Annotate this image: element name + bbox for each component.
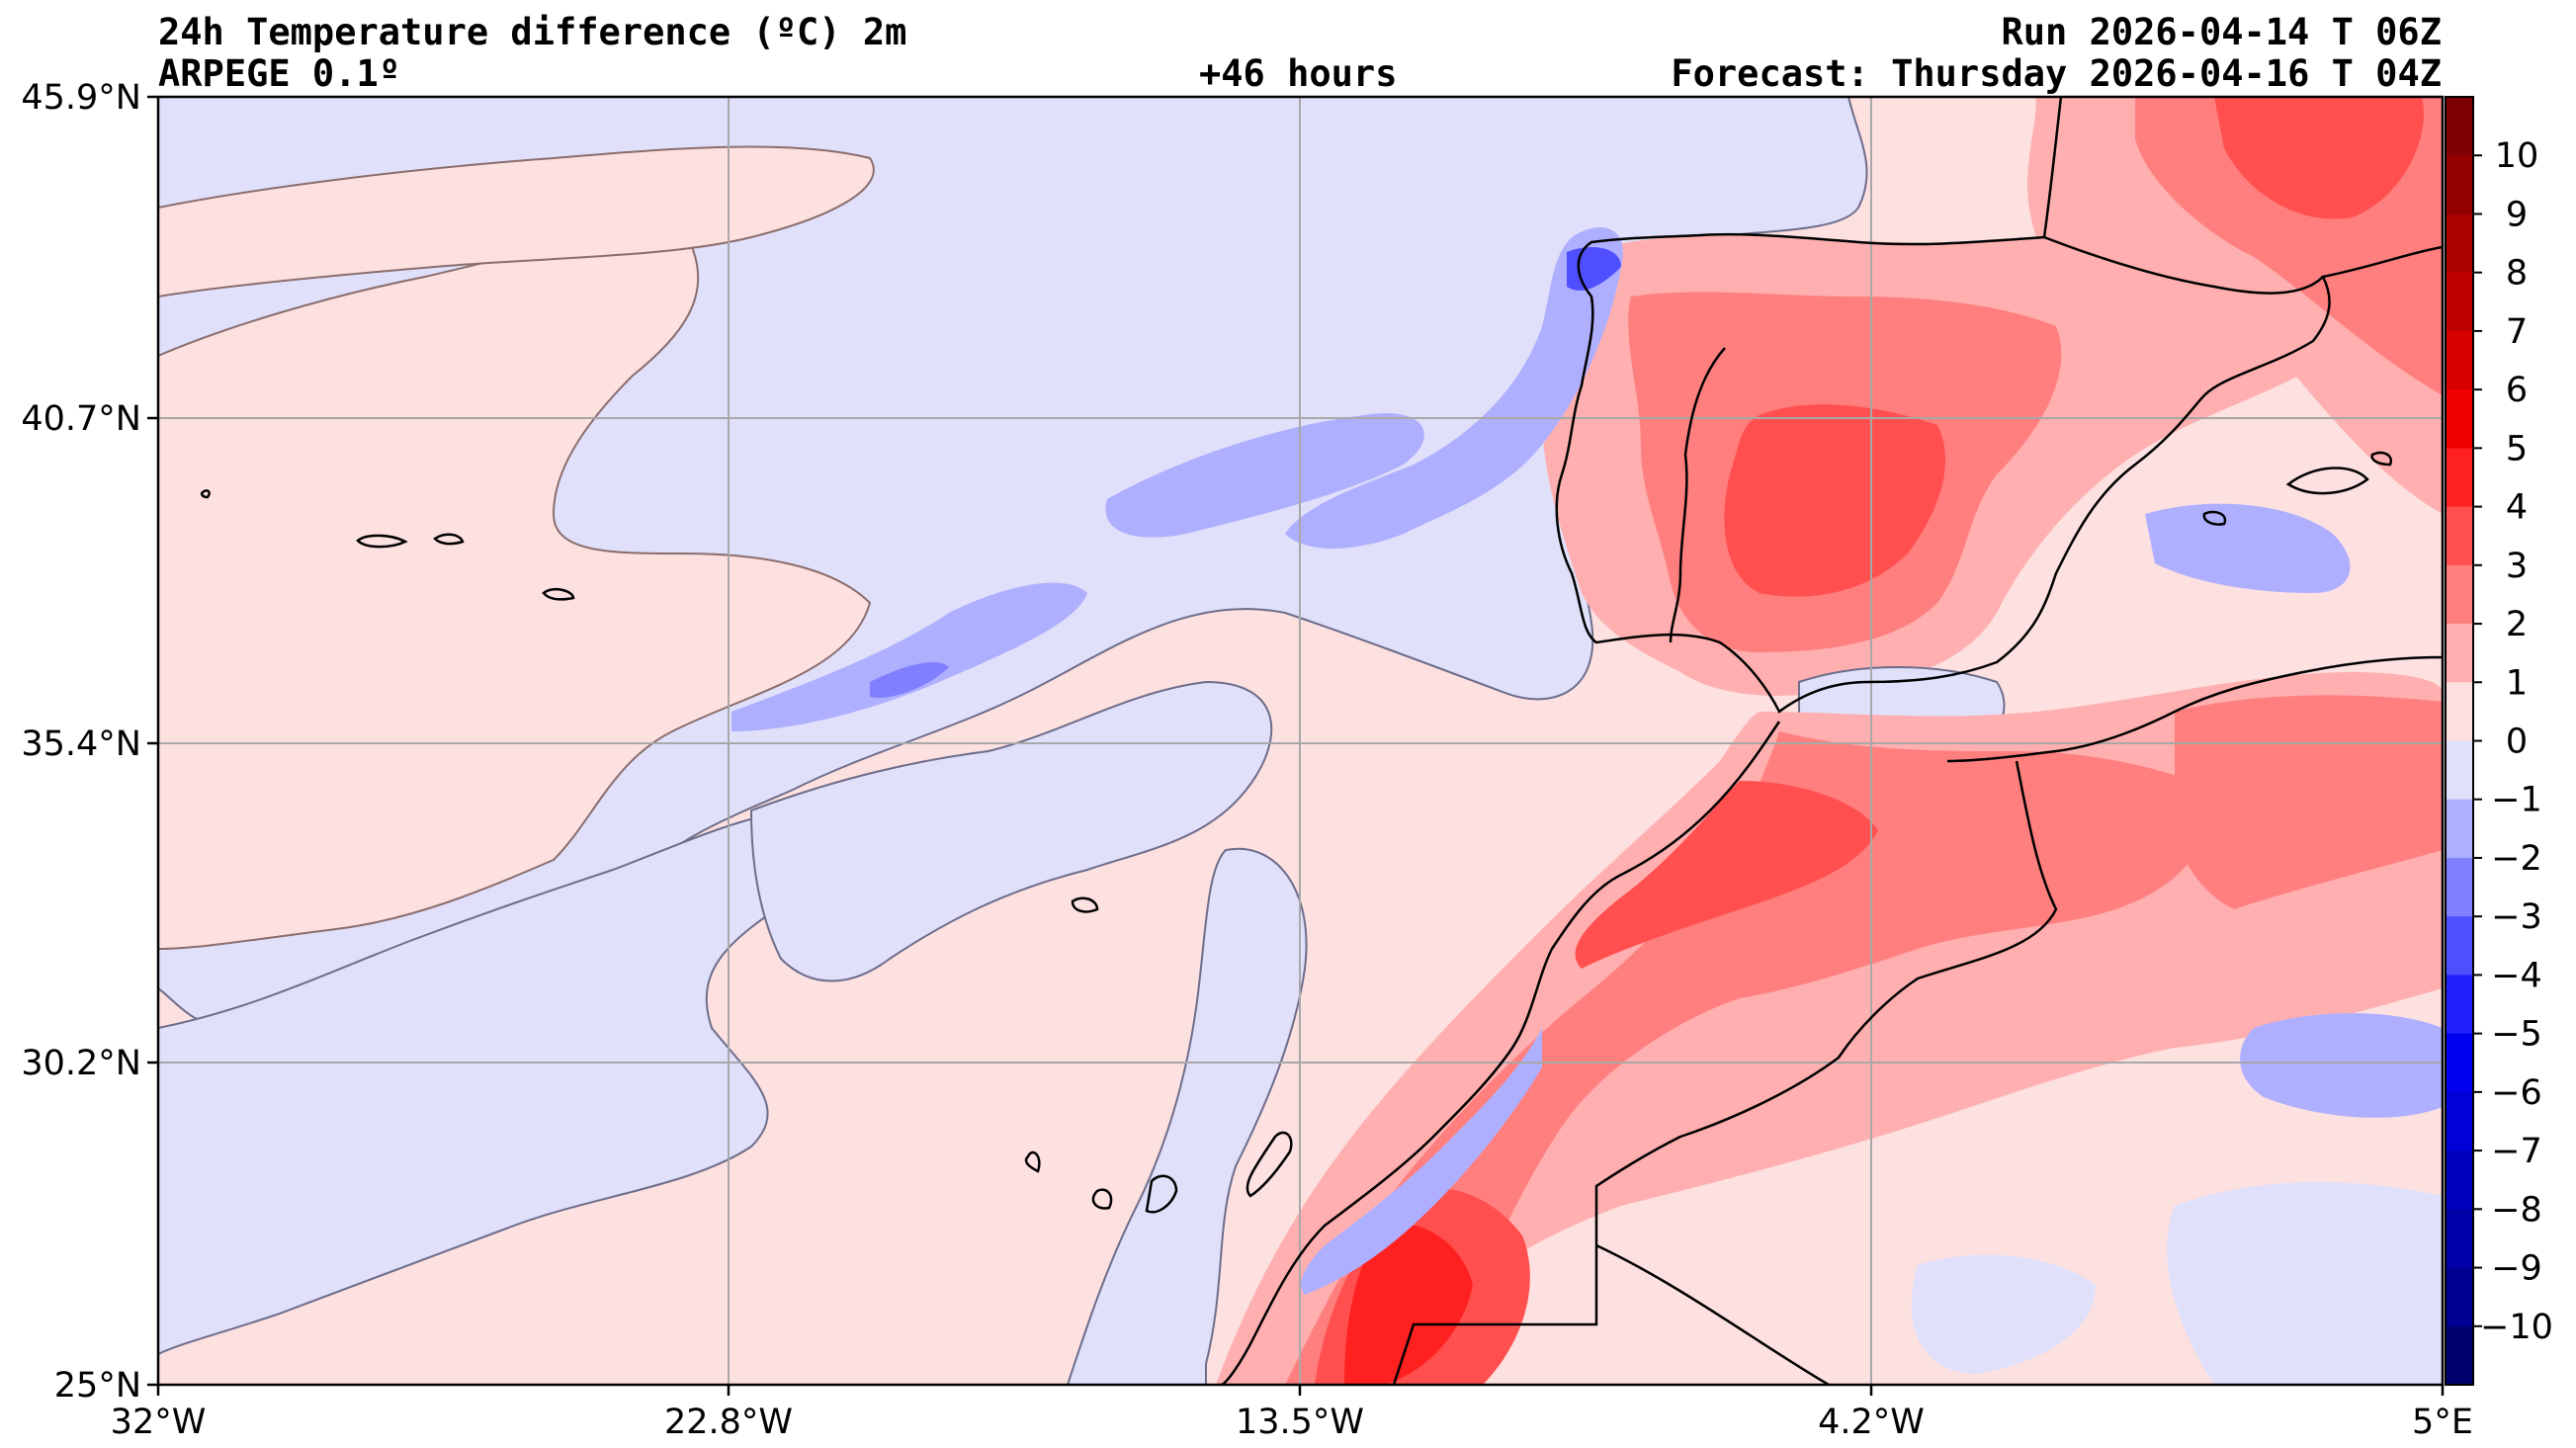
iberia-coast (1555, 97, 2443, 714)
colorbar-label: −9 (2491, 1249, 2542, 1289)
field-mediterranean-negative (2145, 503, 2351, 593)
lat-label: 30.2°N (21, 1044, 141, 1083)
colorbar (2445, 96, 2474, 1386)
run-label: Run 2026-04-14 T 06Z (2001, 11, 2442, 53)
balearic-islands (2202, 451, 2393, 526)
field-sahara-negative-2 (1911, 1254, 2096, 1374)
colorbar-segment (2446, 857, 2473, 917)
colorbar-label: 7 (2506, 312, 2528, 352)
france-spain-border (2043, 235, 2324, 295)
morocco-algeria-border (1392, 760, 2058, 1385)
colorbar-label: 9 (2506, 195, 2528, 234)
colorbar-segment (2446, 740, 2473, 801)
field-morocco-2-3 (1285, 731, 2214, 1385)
colorbar-label: 4 (2506, 488, 2528, 528)
portugal-spain-border (1669, 347, 1726, 643)
colorbar-segment (2446, 213, 2473, 274)
colorbar-segment (2446, 799, 2473, 859)
field-streak-2 (731, 582, 1087, 731)
colorbar-segment (2446, 1150, 2473, 1210)
field-algeria-2-3 (2175, 695, 2443, 909)
colorbar-segment (2446, 97, 2473, 156)
colorbar-label: −10 (2480, 1308, 2553, 1347)
colorbar-segment (2446, 1267, 2473, 1327)
field-sahara-negative-1 (2240, 1013, 2443, 1118)
colorbar-label: −8 (2491, 1190, 2542, 1230)
colorbar-segment (2446, 389, 2473, 449)
field-streak-3 (870, 662, 949, 698)
model-label: ARPEGE 0.1º (158, 52, 401, 95)
colorbar-segment (2446, 975, 2473, 1035)
colorbar-label: −3 (2491, 897, 2542, 937)
field-positive-upper (158, 145, 875, 298)
lon-label: 5°E (2412, 1403, 2473, 1442)
field-sahara-negative-3 (2167, 1182, 2443, 1385)
coastlines (201, 97, 2443, 1385)
colorbar-segment (2446, 448, 2473, 508)
colorbar-segment (2446, 1091, 2473, 1151)
colorbar-segment (2446, 564, 2473, 625)
field-coastal-cool (1301, 1028, 1542, 1295)
western-sahara-mauritania-border (1595, 1243, 1830, 1385)
field-negative-central-atlantic (749, 680, 1273, 982)
lon-label: 4.2°W (1818, 1403, 1925, 1442)
lon-label: 32°W (111, 1403, 207, 1442)
lat-label: 40.7°N (21, 399, 141, 439)
colorbar-segment (2446, 506, 2473, 566)
morocco-coast (1220, 721, 1781, 1385)
field-negative-south-atlantic (158, 809, 848, 1356)
colorbar-label: 0 (2506, 723, 2528, 762)
colorbar-label: −2 (2491, 839, 2542, 879)
lat-label: 45.9°N (21, 78, 141, 118)
field-morocco-south-4-5 (1344, 1224, 1473, 1385)
colorbar-segment (2446, 330, 2473, 390)
colorbar-segment (2446, 1325, 2473, 1386)
colorbar-label: −6 (2491, 1073, 2542, 1113)
colorbar-label: 6 (2506, 371, 2528, 410)
field-negative-east-atlantic (1066, 847, 1308, 1385)
colorbar-label: −7 (2491, 1132, 2542, 1171)
colorbar-segment (2446, 682, 2473, 741)
madeira (1071, 896, 1099, 913)
colorbar-label: 5 (2506, 429, 2528, 468)
axis-ticks (147, 95, 2445, 1396)
lon-label: 22.8°W (664, 1403, 793, 1442)
colorbar-segment (2446, 916, 2473, 976)
colorbar-label: 8 (2506, 254, 2528, 294)
field-france-3-4 (2214, 97, 2424, 219)
canary-islands (1024, 1131, 1293, 1214)
map-title: 24h Temperature difference (ºC) 2m (158, 11, 907, 53)
field-streak-1 (1105, 413, 1424, 538)
colorbar-label: 1 (2506, 663, 2528, 703)
colorbar-segment (2446, 272, 2473, 332)
azores (201, 489, 575, 601)
colorbar-segment (2446, 1209, 2473, 1269)
lat-label: 35.4°N (21, 724, 141, 764)
colorbar-label: −1 (2491, 781, 2542, 820)
lat-label: 25°N (54, 1366, 141, 1405)
colorbar-label: −5 (2491, 1015, 2542, 1055)
forecast-label: Forecast: Thursday 2026-04-16 T 04Z (1671, 52, 2442, 95)
field-morocco-3-4 (1575, 781, 1878, 969)
colorbar-segment (2446, 155, 2473, 214)
north-africa-coast (1946, 655, 2443, 763)
colorbar-label: 10 (2495, 136, 2539, 176)
field-iberia-3-4 (1724, 404, 1946, 597)
colorbar-label: −4 (2491, 956, 2542, 995)
colorbar-label: 3 (2506, 547, 2528, 586)
lon-label: 13.5°W (1236, 1403, 1364, 1442)
colorbar-segment (2446, 624, 2473, 683)
graticule (158, 97, 2443, 1385)
colorbar-segment (2446, 1033, 2473, 1093)
lead-time-label: +46 hours (1199, 52, 1398, 95)
colorbar-label: 2 (2506, 605, 2528, 644)
